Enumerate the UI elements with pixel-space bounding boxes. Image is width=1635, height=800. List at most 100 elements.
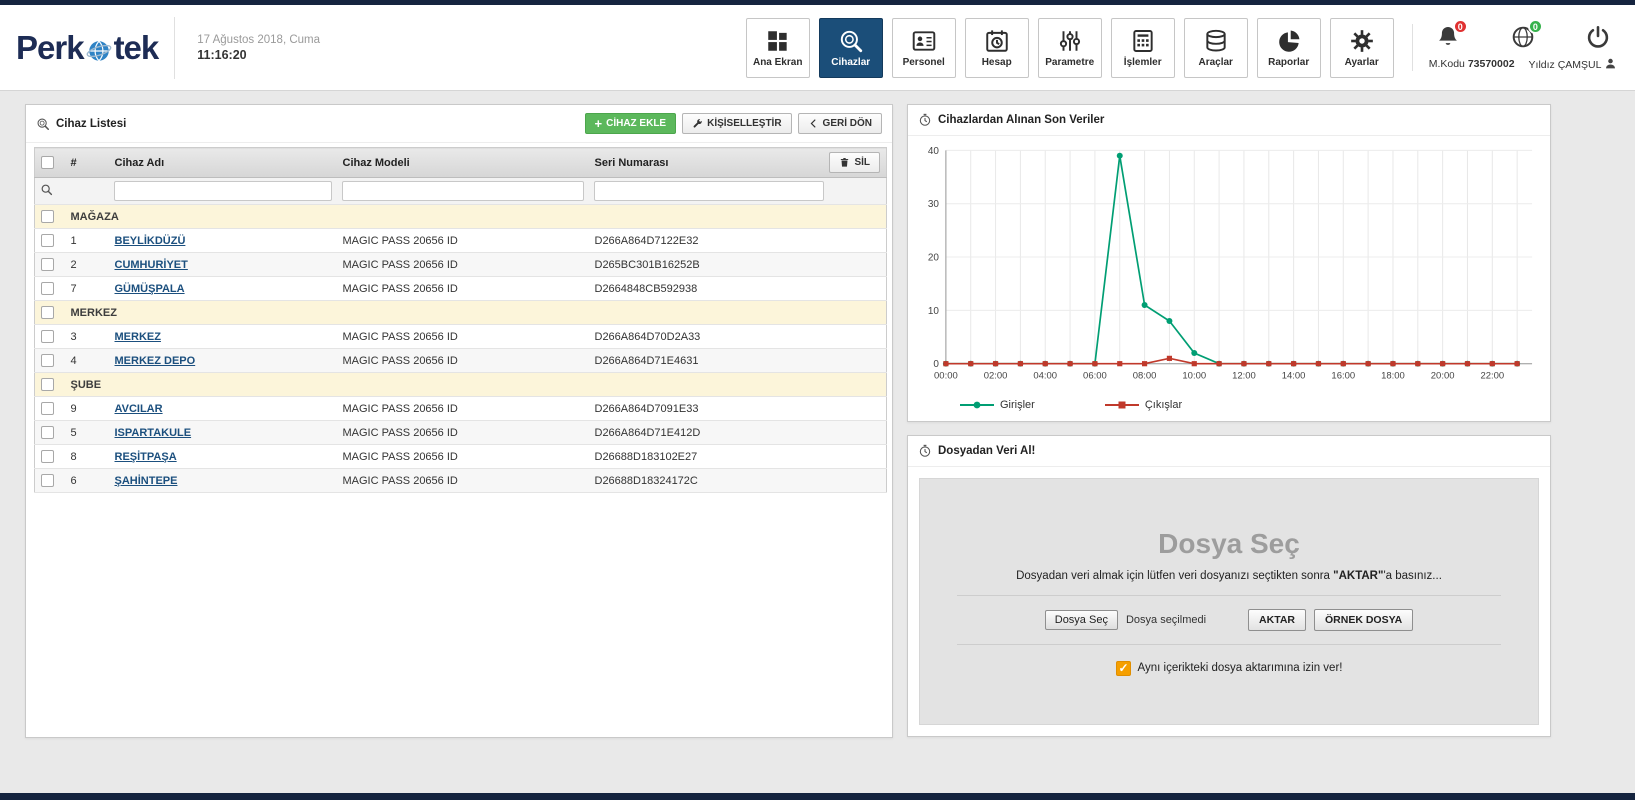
row-checkbox[interactable] bbox=[41, 258, 54, 271]
device-number: 9 bbox=[65, 397, 109, 421]
row-checkbox[interactable] bbox=[41, 474, 54, 487]
calculator-icon bbox=[1130, 28, 1156, 54]
device-model: MAGIC PASS 20656 ID bbox=[337, 397, 589, 421]
device-list-icon bbox=[36, 117, 50, 131]
nav-araçlar[interactable]: Araçlar bbox=[1184, 18, 1248, 78]
col-serial: Seri Numarası bbox=[589, 148, 829, 178]
svg-text:12:00: 12:00 bbox=[1232, 371, 1256, 382]
topbar: Perk tek 17 Ağustos 2018, Cuma 11:16:20 … bbox=[0, 5, 1635, 91]
back-button[interactable]: GERİ DÖN bbox=[798, 113, 882, 134]
customize-button[interactable]: KİŞİSELLEŞTİR bbox=[682, 113, 791, 134]
device-model: MAGIC PASS 20656 ID bbox=[337, 469, 589, 493]
device-name: AVCILAR bbox=[109, 397, 337, 421]
notifications-bell-button[interactable]: 0 bbox=[1435, 24, 1461, 50]
device-name-link[interactable]: AVCILAR bbox=[115, 403, 163, 415]
logout-power-button[interactable] bbox=[1585, 24, 1611, 50]
nav-raporlar[interactable]: Raporlar bbox=[1257, 18, 1321, 78]
logo-text-left: Perk bbox=[16, 29, 84, 67]
main-nav: Ana Ekran Cihazlar Personel Hesap Parame… bbox=[746, 18, 1394, 78]
transfer-button[interactable]: AKTAR bbox=[1248, 609, 1306, 631]
allow-duplicate-checkbox[interactable] bbox=[1116, 661, 1131, 676]
import-heading: Dosya Seç bbox=[1158, 528, 1300, 560]
filter-model-input[interactable] bbox=[342, 181, 584, 201]
group-row: MAĞAZA bbox=[35, 205, 887, 229]
device-name-link[interactable]: ŞAHİNTEPE bbox=[115, 475, 178, 487]
device-serial: D266A864D71E412D bbox=[589, 421, 887, 445]
chart-legend: GirişlerÇıkışlar bbox=[908, 395, 1550, 411]
row-checkbox[interactable] bbox=[41, 234, 54, 247]
device-name: ŞAHİNTEPE bbox=[109, 469, 337, 493]
logo: Perk tek bbox=[16, 17, 175, 79]
device-model: MAGIC PASS 20656 ID bbox=[337, 421, 589, 445]
device-name-link[interactable]: GÜMÜŞPALA bbox=[115, 283, 185, 295]
topbar-right: 0 0 M.Kodu 73570002 Yıldız ÇAMŞUL bbox=[1412, 24, 1617, 71]
logo-text-right: tek bbox=[114, 29, 159, 67]
nav-parametre[interactable]: Parametre bbox=[1038, 18, 1102, 78]
device-number: 2 bbox=[65, 253, 109, 277]
device-name-link[interactable]: BEYLİKDÜZÜ bbox=[115, 235, 186, 247]
device-name: BEYLİKDÜZÜ bbox=[109, 229, 337, 253]
group-checkbox[interactable] bbox=[41, 306, 54, 319]
device-name-link[interactable]: MERKEZ bbox=[115, 331, 161, 343]
add-device-button[interactable]: + CİHAZ EKLE bbox=[585, 113, 677, 134]
divider bbox=[957, 644, 1501, 645]
device-number: 6 bbox=[65, 469, 109, 493]
device-serial: D26688D18324172C bbox=[589, 469, 887, 493]
divider bbox=[957, 595, 1501, 596]
filter-name-input[interactable] bbox=[114, 181, 332, 201]
col-num: # bbox=[65, 148, 109, 178]
group-checkbox[interactable] bbox=[41, 378, 54, 391]
row-checkbox[interactable] bbox=[41, 282, 54, 295]
id-card-icon bbox=[911, 28, 937, 54]
device-serial: D266A864D71E4631 bbox=[589, 349, 887, 373]
device-row: 5 ISPARTAKULE MAGIC PASS 20656 ID D266A8… bbox=[35, 421, 887, 445]
row-checkbox[interactable] bbox=[41, 450, 54, 463]
device-number: 1 bbox=[65, 229, 109, 253]
device-name-link[interactable]: REŞİTPAŞA bbox=[115, 451, 177, 463]
row-checkbox[interactable] bbox=[41, 402, 54, 415]
select-all-checkbox[interactable] bbox=[41, 156, 54, 169]
delete-button[interactable]: SİL bbox=[829, 152, 880, 173]
legend-cikislar: Çıkışlar bbox=[1105, 399, 1182, 411]
wrench-icon bbox=[692, 118, 703, 129]
globe-badge: 0 bbox=[1528, 19, 1543, 34]
nav-i̇şlemler[interactable]: İşlemler bbox=[1111, 18, 1175, 78]
globe-logo-icon bbox=[86, 38, 112, 64]
col-name: Cihaz Adı bbox=[109, 148, 337, 178]
chart-title: Cihazlardan Alınan Son Veriler bbox=[938, 114, 1104, 126]
sample-file-button[interactable]: ÖRNEK DOSYA bbox=[1314, 609, 1413, 631]
import-dropzone: Dosya Seç Dosyadan veri almak için lütfe… bbox=[919, 478, 1539, 725]
device-row: 9 AVCILAR MAGIC PASS 20656 ID D266A864D7… bbox=[35, 397, 887, 421]
device-serial: D266A864D7122E32 bbox=[589, 229, 887, 253]
user-name: Yıldız ÇAMŞUL bbox=[1529, 59, 1602, 71]
device-row: 4 MERKEZ DEPO MAGIC PASS 20656 ID D266A8… bbox=[35, 349, 887, 373]
chart-panel: Cihazlardan Alınan Son Veriler 010203040… bbox=[907, 104, 1551, 422]
fingerprint-search-icon bbox=[838, 28, 864, 54]
device-model: MAGIC PASS 20656 ID bbox=[337, 445, 589, 469]
svg-text:04:00: 04:00 bbox=[1033, 371, 1057, 382]
row-checkbox[interactable] bbox=[41, 354, 54, 367]
calendar-clock-icon bbox=[984, 28, 1010, 54]
device-name-link[interactable]: CUMHURİYET bbox=[115, 259, 188, 271]
nav-personel[interactable]: Personel bbox=[892, 18, 956, 78]
nav-hesap[interactable]: Hesap bbox=[965, 18, 1029, 78]
row-checkbox[interactable] bbox=[41, 330, 54, 343]
device-table-body: MAĞAZA 1 BEYLİKDÜZÜ MAGIC PASS 20656 ID … bbox=[35, 205, 887, 493]
device-row: 2 CUMHURİYET MAGIC PASS 20656 ID D265BC3… bbox=[35, 253, 887, 277]
svg-text:18:00: 18:00 bbox=[1381, 371, 1405, 382]
connection-globe-button[interactable]: 0 bbox=[1510, 24, 1536, 50]
group-checkbox[interactable] bbox=[41, 210, 54, 223]
nav-ana-ekran[interactable]: Ana Ekran bbox=[746, 18, 810, 78]
row-checkbox[interactable] bbox=[41, 426, 54, 439]
col-model: Cihaz Modeli bbox=[337, 148, 589, 178]
device-number: 4 bbox=[65, 349, 109, 373]
filter-serial-input[interactable] bbox=[594, 181, 824, 201]
device-name-link[interactable]: MERKEZ DEPO bbox=[115, 355, 196, 367]
nav-ayarlar[interactable]: Ayarlar bbox=[1330, 18, 1394, 78]
svg-text:20:00: 20:00 bbox=[1431, 371, 1455, 382]
user-menu[interactable]: Yıldız ÇAMŞUL bbox=[1529, 57, 1617, 71]
choose-file-button[interactable]: Dosya Seç bbox=[1045, 610, 1118, 630]
device-model: MAGIC PASS 20656 ID bbox=[337, 349, 589, 373]
nav-cihazlar[interactable]: Cihazlar bbox=[819, 18, 883, 78]
device-name-link[interactable]: ISPARTAKULE bbox=[115, 427, 192, 439]
